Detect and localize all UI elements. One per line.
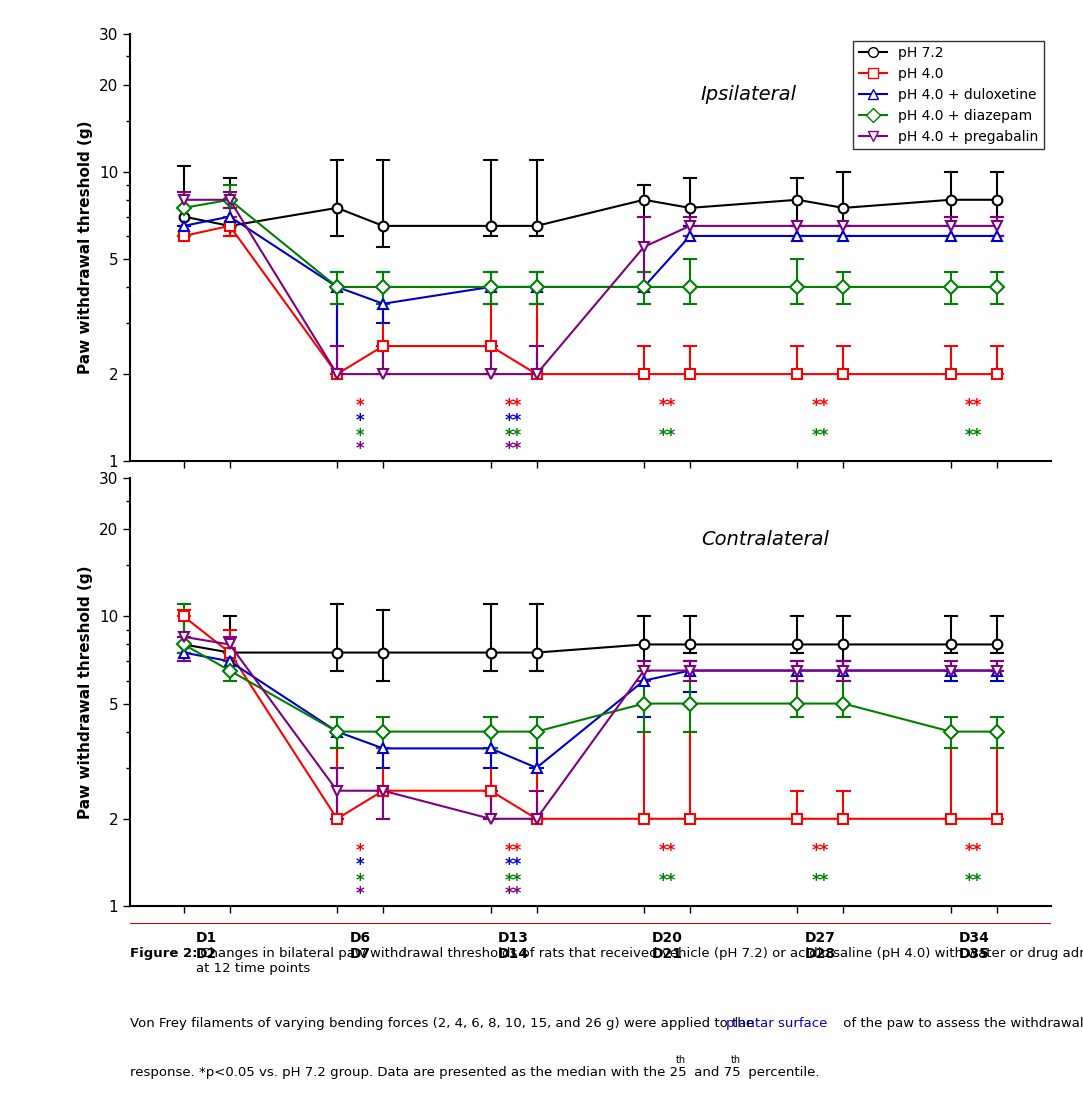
Text: *: * (356, 427, 364, 445)
Text: D20
D21: D20 D21 (652, 487, 682, 517)
Text: **: ** (812, 427, 828, 445)
Text: D6
D7: D6 D7 (350, 487, 370, 517)
Text: plantar surface: plantar surface (727, 1017, 827, 1031)
Text: **: ** (505, 440, 522, 459)
Text: **: ** (658, 427, 676, 445)
Text: *: * (356, 412, 364, 430)
Text: D1
D2: D1 D2 (196, 487, 218, 517)
Text: **: ** (965, 397, 982, 415)
Text: **: ** (505, 885, 522, 903)
Text: *: * (356, 397, 364, 415)
Text: th: th (731, 1054, 741, 1064)
Text: Contralateral: Contralateral (701, 529, 828, 548)
Y-axis label: Paw withdrawal threshold (g): Paw withdrawal threshold (g) (78, 565, 93, 819)
Text: **: ** (505, 412, 522, 430)
Text: **: ** (658, 841, 676, 859)
Text: *: * (356, 841, 364, 859)
Text: **: ** (812, 841, 828, 859)
Text: percentile.: percentile. (744, 1066, 820, 1079)
Text: **: ** (812, 397, 828, 415)
Text: *: * (356, 872, 364, 890)
Text: D20
D21: D20 D21 (652, 931, 682, 961)
Text: **: ** (965, 841, 982, 859)
Text: **: ** (505, 856, 522, 874)
Text: **: ** (505, 872, 522, 890)
Text: *: * (356, 856, 364, 874)
Text: D13
D14: D13 D14 (498, 487, 529, 517)
Text: D13
D14: D13 D14 (498, 931, 529, 961)
Text: Ipsilateral: Ipsilateral (701, 85, 797, 104)
Text: **: ** (505, 427, 522, 445)
Text: D27
D28: D27 D28 (805, 487, 836, 517)
Text: *: * (356, 440, 364, 459)
Legend: pH 7.2, pH 4.0, pH 4.0 + duloxetine, pH 4.0 + diazepam, pH 4.0 + pregabalin: pH 7.2, pH 4.0, pH 4.0 + duloxetine, pH … (853, 40, 1044, 150)
Text: **: ** (658, 872, 676, 890)
Text: D34
D35: D34 D35 (958, 931, 989, 961)
Text: th: th (676, 1054, 686, 1064)
Text: D1
D2: D1 D2 (196, 931, 218, 961)
Text: D34
D35: D34 D35 (958, 487, 989, 517)
Text: **: ** (505, 397, 522, 415)
Text: **: ** (812, 872, 828, 890)
Text: Changes in bilateral paw withdrawal thresholds of rats that received vehicle (pH: Changes in bilateral paw withdrawal thre… (196, 948, 1083, 976)
Text: *: * (356, 885, 364, 903)
Text: Von Frey filaments of varying bending forces (2, 4, 6, 8, 10, 15, and 26 g) were: Von Frey filaments of varying bending fo… (130, 1017, 758, 1031)
Y-axis label: Paw withdrawal threshold (g): Paw withdrawal threshold (g) (78, 121, 93, 374)
Text: Figure 2:: Figure 2: (130, 948, 197, 960)
Text: **: ** (505, 841, 522, 859)
Text: **: ** (965, 872, 982, 890)
Text: D6
D7: D6 D7 (350, 931, 370, 961)
Text: and 75: and 75 (690, 1066, 741, 1079)
Text: **: ** (965, 427, 982, 445)
Text: **: ** (658, 397, 676, 415)
Text: of the paw to assess the withdrawal: of the paw to assess the withdrawal (838, 1017, 1083, 1031)
Text: D27
D28: D27 D28 (805, 931, 836, 961)
Text: response. *p<0.05 vs. pH 7.2 group. Data are presented as the median with the 25: response. *p<0.05 vs. pH 7.2 group. Data… (130, 1066, 687, 1079)
